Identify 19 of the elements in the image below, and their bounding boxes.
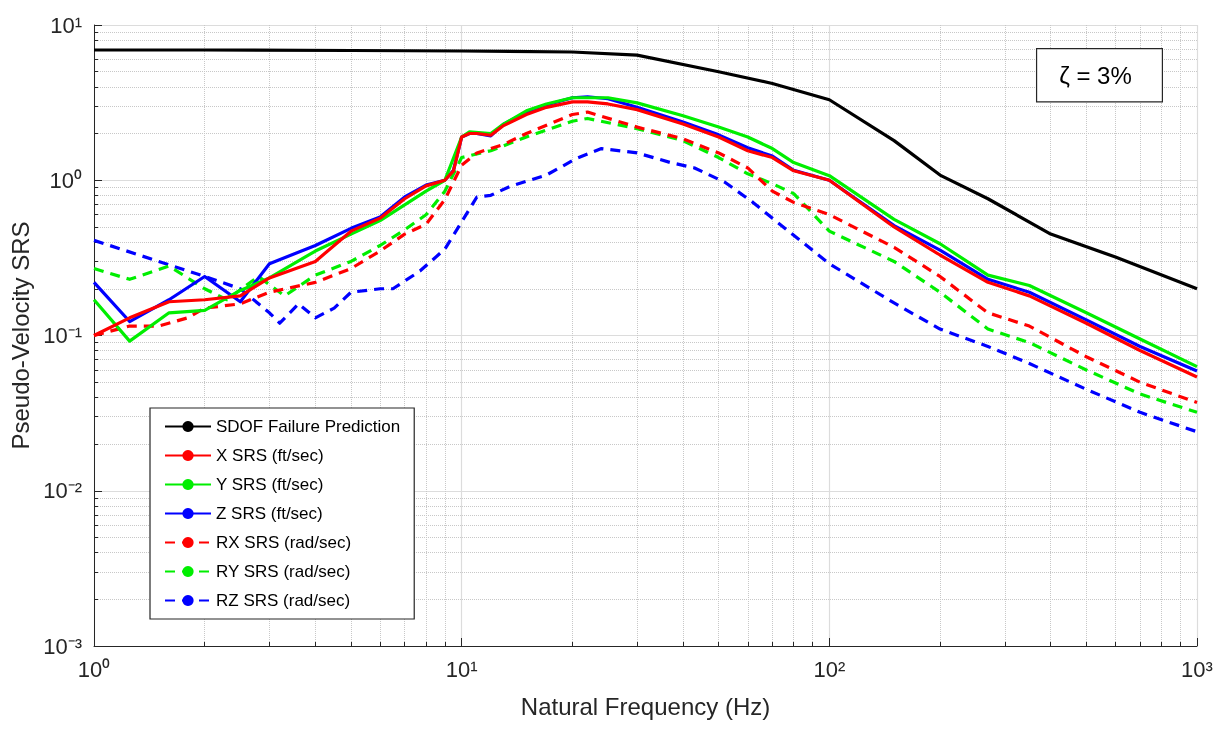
legend-label: Z SRS (ft/sec)	[216, 504, 323, 523]
x-tick-label: 10¹	[445, 656, 478, 682]
y-tick-label: 10¹	[50, 12, 82, 38]
y-tick-label: 10⁻²	[43, 478, 82, 504]
x-tick-label: 10²	[813, 656, 846, 682]
legend-label: SDOF Failure Prediction	[216, 417, 401, 436]
x-axis-title: Natural Frequency (Hz)	[520, 692, 771, 720]
y-tick-label: 10⁻³	[43, 633, 82, 659]
legend-label: Y SRS (ft/sec)	[216, 475, 324, 494]
legend-label: RY SRS (rad/sec)	[216, 562, 351, 581]
y-axis-title: Pseudo-Velocity SRS	[6, 221, 34, 450]
legend-label: X SRS (ft/sec)	[216, 446, 324, 465]
annotation: ζ = 3%	[1059, 61, 1132, 89]
legend-label: RX SRS (rad/sec)	[216, 533, 352, 552]
x-tick-label: 10³	[1181, 656, 1213, 682]
y-tick-label: 10⁻¹	[43, 323, 82, 348]
x-tick-label: 10⁰	[77, 656, 111, 682]
y-tick-label: 10⁰	[49, 167, 82, 193]
legend-label: RZ SRS (rad/sec)	[216, 591, 351, 610]
